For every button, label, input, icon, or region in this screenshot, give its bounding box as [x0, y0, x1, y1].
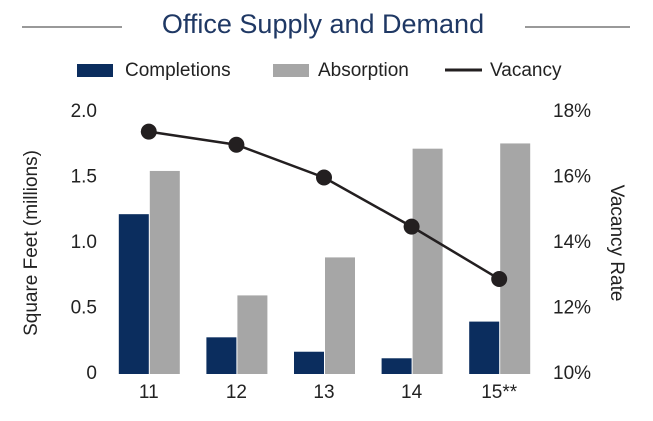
- y2-tick-label: 18%: [553, 101, 591, 122]
- bar: [469, 321, 500, 374]
- bar: [294, 351, 324, 374]
- line-point: [316, 169, 332, 186]
- bar: [149, 170, 180, 374]
- chart-title: Office Supply and Demand: [162, 9, 484, 39]
- y2-tick-label: 10%: [553, 363, 591, 384]
- x-tick-label: 15**: [481, 382, 518, 403]
- legend-swatch: [77, 64, 113, 77]
- line: [148, 130, 500, 281]
- y-tick-label: 0: [86, 363, 97, 384]
- line-point: [403, 218, 420, 235]
- bar: [206, 337, 237, 374]
- legend-label: Vacancy: [490, 60, 562, 81]
- x-tick-label: 14: [401, 382, 423, 403]
- bar: [381, 358, 412, 374]
- y2-tick-label: 14%: [553, 232, 591, 253]
- legend-label: Completions: [125, 60, 231, 81]
- bar: [500, 143, 531, 374]
- line-point: [228, 136, 245, 153]
- y-tick-label: 0.5: [71, 298, 97, 319]
- x-tick-label: 13: [313, 382, 334, 403]
- y-tick-label: 2.0: [71, 101, 97, 122]
- y2-tick-label: 12%: [553, 298, 591, 319]
- x-tick-label: 11: [139, 382, 159, 403]
- y-axis-label: Square Feet (millions): [21, 150, 42, 336]
- y-tick-label: 1.0: [71, 232, 97, 253]
- y2-tick-label: 16%: [553, 167, 591, 188]
- legend-label: Absorption: [318, 60, 409, 81]
- bar: [412, 148, 443, 374]
- y-tick-label: 1.5: [71, 167, 97, 188]
- line-point: [491, 271, 508, 288]
- x-tick-label: 12: [226, 382, 247, 403]
- legend-swatch: [273, 64, 309, 77]
- bar: [237, 295, 268, 374]
- bar: [118, 214, 149, 374]
- y2-axis-label: Vacancy Rate: [606, 185, 627, 302]
- bar: [325, 257, 355, 374]
- line-point: [140, 123, 157, 140]
